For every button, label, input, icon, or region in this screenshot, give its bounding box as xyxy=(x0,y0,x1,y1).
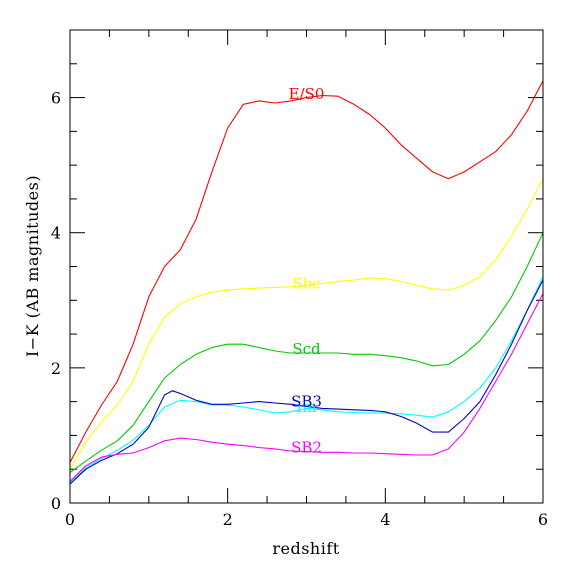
series-line-im xyxy=(69,276,544,484)
y-tick-label: 2 xyxy=(51,359,61,378)
series-label-im: Im xyxy=(296,398,316,416)
series-line-sb3 xyxy=(69,279,544,485)
series-line-e-s0 xyxy=(69,80,544,463)
plot-frame xyxy=(69,29,544,504)
series-label-e-s0: E/S0 xyxy=(289,85,325,103)
y-tick-label: 4 xyxy=(51,224,61,243)
series-lines xyxy=(69,80,544,485)
y-axis-label: I−K (AB magnitudes) xyxy=(23,175,42,357)
series-line-sbc xyxy=(69,178,544,470)
series-label-sb3: SB3 xyxy=(291,393,322,411)
x-axis-label: redshift xyxy=(272,539,339,558)
series-line-scd xyxy=(69,232,544,474)
series-line-sb2 xyxy=(69,293,544,482)
series-label-sbc: Sbc xyxy=(292,274,320,292)
x-tick-label: 0 xyxy=(65,510,75,529)
series-label-sb2: SB2 xyxy=(291,439,322,457)
x-tick-label: 6 xyxy=(538,510,548,529)
y-tick-label: 6 xyxy=(51,89,61,108)
series-label-scd: Scd xyxy=(292,340,321,358)
tick-labels: 0 2 4 6 0 2 4 6 xyxy=(51,89,548,529)
y-tick-label: 0 xyxy=(51,494,61,513)
x-tick-label: 4 xyxy=(380,510,390,529)
x-tick-label: 2 xyxy=(223,510,233,529)
